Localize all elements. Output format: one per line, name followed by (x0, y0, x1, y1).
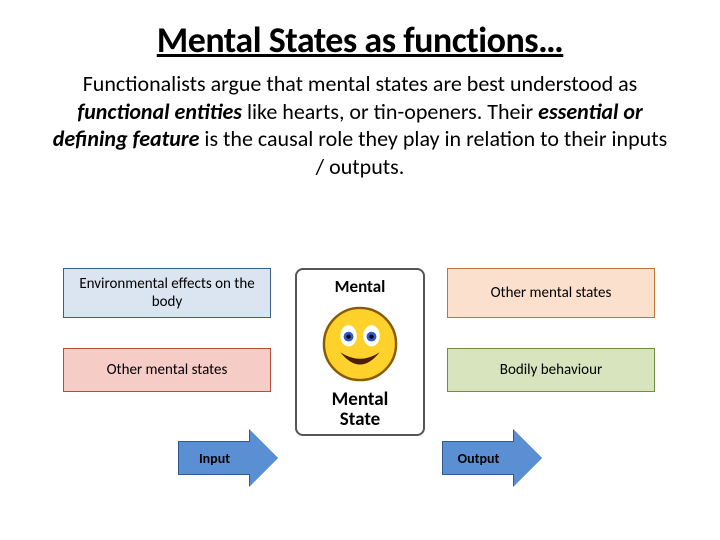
input-arrow-label: Input (178, 441, 250, 475)
card-top-label: Mental (335, 276, 386, 297)
para-mid2: is the causal role they play in relation… (199, 125, 667, 180)
output-arrow-label: Output (442, 441, 514, 475)
arrow-head-icon (250, 430, 278, 486)
box-bodily-behaviour: Bodily behaviour (447, 348, 655, 392)
box-label: Other mental states (107, 361, 228, 379)
page-title: Mental States as functions… (0, 0, 720, 62)
para-pre: Functionalists argue that mental states … (83, 70, 638, 97)
card-bottom-line2: State (340, 408, 381, 431)
output-arrow: Output (442, 430, 542, 486)
para-emph-functional-entities: functional entities (77, 98, 242, 125)
card-bottom-label: Mental State (332, 390, 389, 430)
input-arrow: Input (178, 430, 278, 486)
box-label: Other mental states (491, 284, 612, 302)
box-label: Bodily behaviour (500, 361, 602, 379)
box-environmental-effects: Environmental effects on the body (63, 268, 271, 318)
intro-paragraph: Functionalists argue that mental states … (0, 62, 720, 180)
box-label: Environmental effects on the body (70, 275, 264, 311)
arrow-head-icon (514, 430, 542, 486)
smiley-face-icon (319, 303, 401, 385)
box-other-mental-states-out: Other mental states (447, 268, 655, 318)
para-mid1: like hearts, or tin-openers. Their (242, 98, 538, 125)
box-other-mental-states-in: Other mental states (63, 348, 271, 392)
mental-state-card: Mental Mental State (295, 268, 425, 436)
